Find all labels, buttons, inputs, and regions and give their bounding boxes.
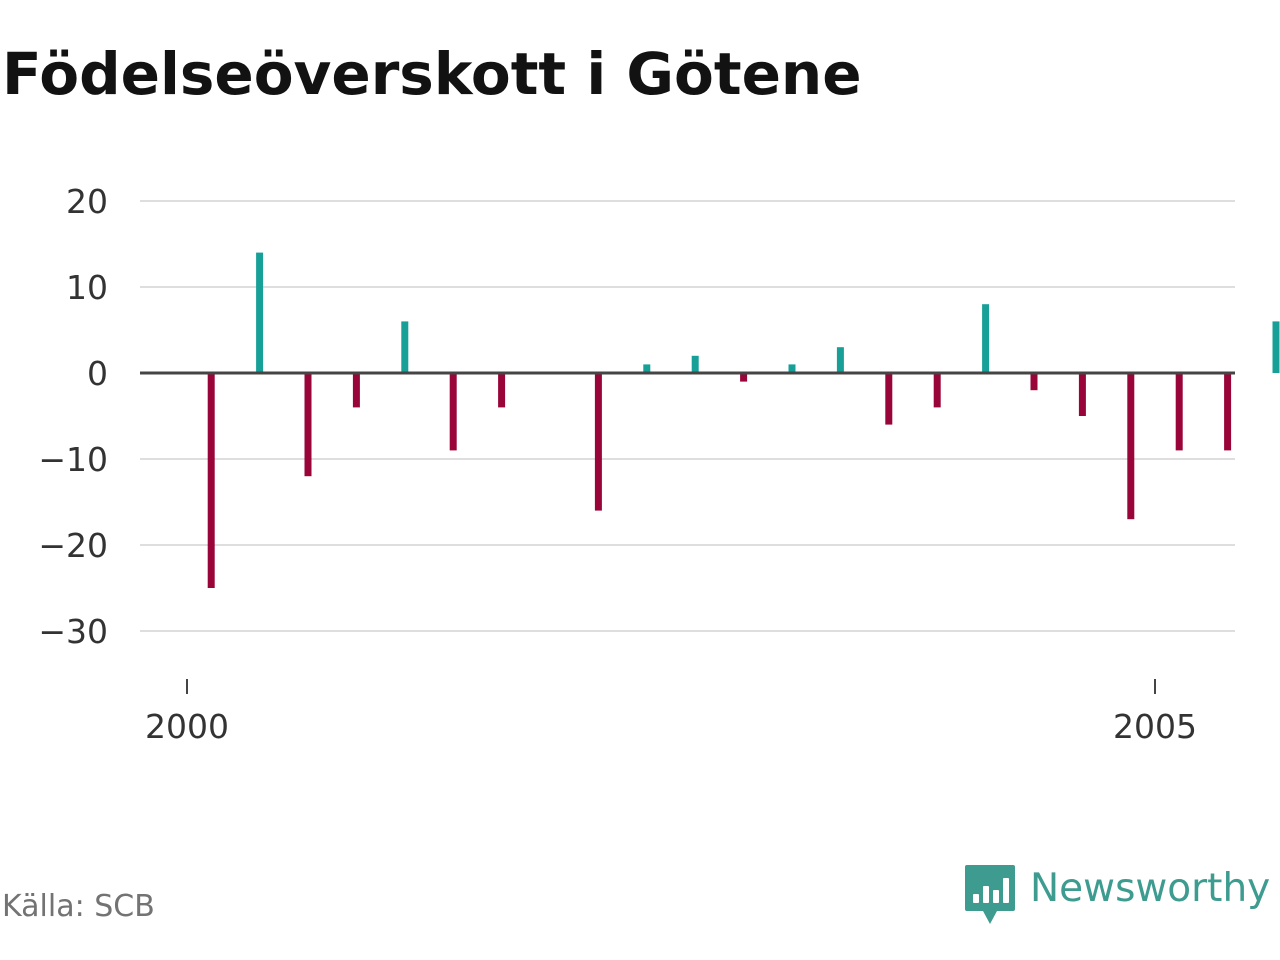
y-tick-label: −30 (38, 612, 108, 651)
bar (449, 373, 457, 451)
bar-series (207, 252, 1280, 588)
bar (836, 347, 844, 373)
bar (304, 373, 312, 477)
bar (788, 364, 796, 373)
newsworthy-logo-icon (965, 865, 1015, 924)
bar (885, 373, 893, 425)
bar (691, 355, 699, 373)
bar (594, 373, 602, 511)
y-tick-label: −20 (38, 526, 108, 565)
bar (1224, 373, 1232, 451)
bar (1175, 373, 1183, 451)
bar (982, 304, 990, 373)
bar (1030, 373, 1038, 391)
bar (207, 373, 215, 588)
bar (1272, 321, 1280, 373)
bar (933, 373, 941, 408)
y-tick-label: 10 (66, 268, 108, 307)
bar (498, 373, 506, 408)
bar (352, 373, 360, 408)
gridlines (140, 200, 1235, 632)
x-tick-label: 2000 (145, 707, 229, 746)
x-axis: 200020052010201520202025 (145, 679, 1197, 746)
y-axis: 20 10 0 −10 −20 −30 (38, 182, 108, 651)
bar (401, 321, 409, 373)
source-note: Källa: SCB (2, 889, 155, 924)
bar (740, 373, 748, 382)
bar (256, 252, 264, 373)
brand-name: Newsworthy (1030, 866, 1271, 911)
y-tick-label: −10 (38, 440, 108, 479)
brand-logo: Newsworthy (964, 864, 1270, 926)
bar (643, 364, 651, 373)
y-tick-label: 0 (87, 354, 108, 393)
y-tick-label: 20 (66, 182, 108, 221)
x-tick-label: 2005 (1113, 707, 1197, 746)
bar (1127, 373, 1135, 520)
bar (1078, 373, 1086, 416)
page-title: Födelseöverskott i Götene (2, 40, 862, 108)
